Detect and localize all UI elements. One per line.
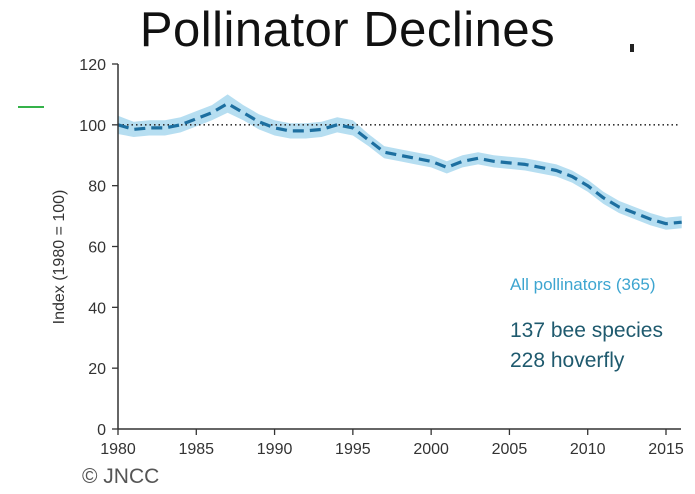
- page-title: Pollinator Declines: [139, 3, 556, 57]
- y-tick-label: 100: [79, 118, 106, 135]
- corner-mark: [630, 44, 634, 52]
- y-tick-label: 0: [97, 422, 106, 439]
- series-label-all-pollinators: All pollinators (365): [510, 275, 656, 294]
- series-line-all-pollinators: [117, 101, 682, 226]
- x-tick-label: 2005: [492, 441, 528, 458]
- y-tick-label: 40: [88, 300, 106, 317]
- y-tick-label: 20: [88, 361, 106, 378]
- confidence-band: [118, 94, 682, 230]
- y-axis-label: Index (1980 = 100): [51, 190, 68, 325]
- annotation-hoverfly: 228 hoverfly: [510, 349, 625, 372]
- x-tick-label: 1980: [100, 441, 136, 458]
- annotation-bee-species: 137 bee species: [510, 319, 663, 342]
- green-dash-mark: [18, 106, 44, 108]
- x-tick-label: 1985: [178, 441, 214, 458]
- x-tick-label: 2000: [413, 441, 449, 458]
- x-tick-label: 2010: [570, 441, 606, 458]
- x-tick-label: 1990: [257, 441, 293, 458]
- x-tick-label: 2015: [648, 441, 684, 458]
- y-tick-label: 60: [88, 240, 106, 257]
- y-tick-label: 80: [88, 179, 106, 196]
- y-tick-label: 120: [79, 57, 106, 74]
- copyright-notice: © JNCC: [82, 465, 160, 488]
- x-tick-label: 1995: [335, 441, 371, 458]
